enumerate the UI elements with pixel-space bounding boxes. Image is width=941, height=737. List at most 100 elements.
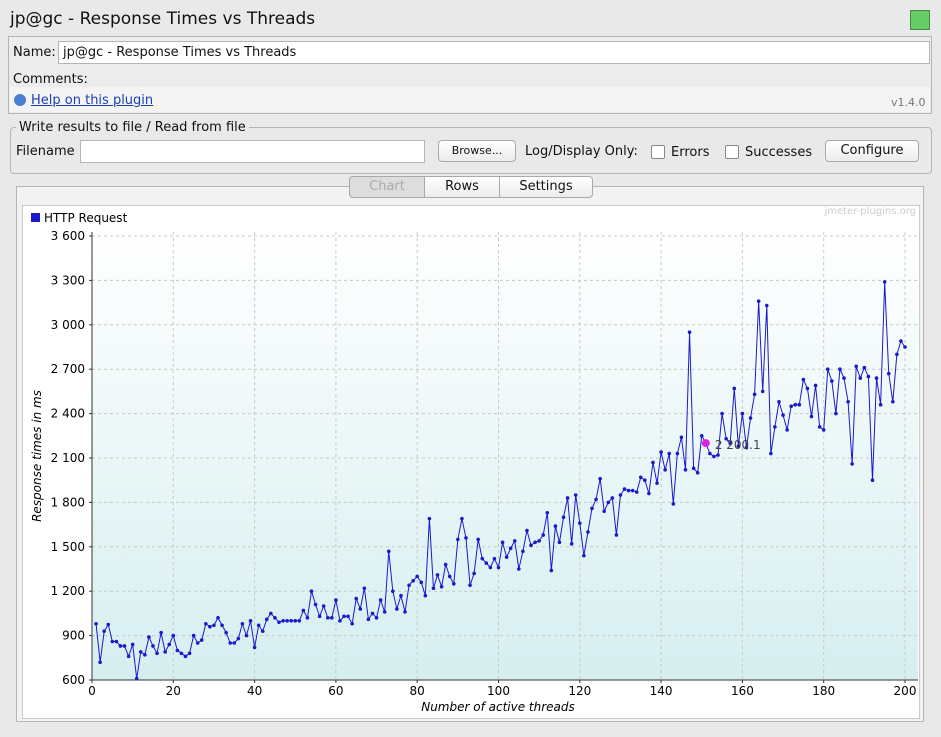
data-point: [512, 539, 517, 543]
data-point: [891, 399, 895, 404]
data-point: [163, 650, 167, 654]
data-point: [618, 493, 623, 497]
data-point: [834, 411, 838, 416]
data-point: [370, 611, 375, 616]
data-point: [427, 516, 432, 521]
watermark: jmeter-plugins.org: [823, 206, 916, 217]
data-point: [805, 386, 810, 391]
data-point: [537, 539, 541, 543]
data-point: [228, 641, 233, 645]
plot-area: [92, 232, 918, 680]
data-point: [407, 583, 411, 588]
data-point: [760, 389, 765, 394]
data-point: [797, 402, 802, 407]
data-point: [594, 497, 598, 502]
x-tick-label: 140: [650, 684, 673, 698]
data-point: [561, 515, 566, 519]
chart: jmeter-plugins.org Number of active thre…: [22, 205, 920, 719]
data-point: [549, 568, 554, 573]
data-point: [496, 565, 501, 570]
data-point: [663, 468, 667, 472]
data-point: [854, 364, 859, 369]
data-point: [638, 475, 643, 480]
data-point: [777, 399, 781, 404]
data-point: [395, 607, 399, 611]
data-point: [813, 383, 818, 388]
data-point: [695, 471, 700, 475]
data-point: [687, 330, 692, 335]
data-point: [630, 488, 635, 493]
y-tick-label: 3 000: [51, 318, 85, 332]
configure-button[interactable]: Configure: [825, 140, 919, 162]
data-point: [130, 642, 135, 647]
errors-label: Errors: [671, 145, 710, 160]
y-tick-label: 600: [62, 673, 85, 687]
data-point: [598, 476, 602, 481]
browse-button[interactable]: Browse...: [438, 140, 516, 162]
data-point: [634, 490, 639, 494]
data-point: [403, 610, 407, 614]
data-point: [553, 524, 558, 528]
data-point: [126, 654, 131, 659]
data-point: [195, 641, 200, 645]
successes-checkbox[interactable]: [725, 145, 739, 159]
name-input[interactable]: jp@gc - Response Times vs Threads: [58, 41, 930, 64]
legend-label: HTTP Request: [44, 211, 128, 225]
tab-rows[interactable]: Rows: [424, 176, 500, 198]
x-tick-label: 100: [487, 684, 510, 698]
data-point: [342, 614, 346, 619]
x-tick-label: 160: [731, 684, 754, 698]
data-point: [557, 540, 562, 545]
data-point: [732, 386, 737, 391]
data-point: [106, 622, 111, 627]
data-point: [382, 610, 387, 614]
data-point: [492, 556, 497, 561]
data-point: [789, 404, 793, 409]
data-point: [858, 376, 863, 380]
data-point: [882, 280, 887, 284]
data-point: [171, 633, 176, 638]
data-point: [212, 623, 216, 628]
data-point: [801, 377, 806, 382]
tab-chart[interactable]: Chart: [349, 176, 425, 198]
data-point: [277, 620, 281, 625]
data-point: [110, 639, 115, 644]
data-point: [244, 633, 249, 638]
y-tick-label: 3 600: [51, 229, 85, 243]
filename-input[interactable]: [80, 140, 425, 163]
data-point: [724, 436, 728, 441]
data-point: [264, 617, 269, 622]
data-point: [285, 619, 289, 623]
data-point: [159, 630, 163, 635]
expand-icon[interactable]: [910, 10, 930, 30]
y-tick-label: 2 700: [51, 362, 85, 376]
data-point: [151, 644, 155, 648]
errors-checkbox[interactable]: [651, 145, 665, 159]
data-point: [415, 574, 420, 579]
data-point: [708, 451, 712, 456]
data-point: [273, 616, 277, 620]
data-point: [358, 607, 363, 611]
data-point: [134, 676, 139, 681]
help-link[interactable]: Help on this plugin: [31, 93, 154, 108]
data-point: [764, 303, 769, 308]
data-point: [671, 502, 676, 506]
data-point: [374, 616, 379, 620]
data-point: [838, 367, 842, 372]
data-point: [472, 571, 476, 576]
data-point: [175, 648, 180, 653]
data-point: [155, 651, 159, 656]
tab-settings[interactable]: Settings: [499, 176, 593, 198]
data-point: [216, 616, 220, 620]
data-point: [573, 493, 578, 497]
data-point: [338, 619, 342, 623]
data-point: [691, 466, 696, 471]
data-point: [325, 616, 330, 620]
data-point: [533, 540, 537, 545]
data-point: [386, 549, 391, 554]
x-tick-label: 120: [568, 684, 591, 698]
data-point: [439, 584, 444, 589]
data-point: [895, 352, 899, 357]
data-point: [411, 579, 415, 583]
data-point: [431, 586, 436, 591]
